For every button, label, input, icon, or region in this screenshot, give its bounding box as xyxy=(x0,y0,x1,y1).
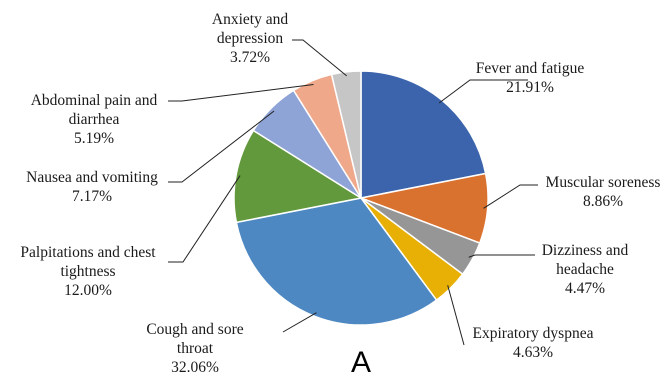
pie-slices xyxy=(233,70,489,326)
slice-label-line: Expiratory dyspnea xyxy=(473,325,594,342)
slice-labels: Fever and fatigue 21.91% Muscular soreness… xyxy=(20,11,660,376)
slice-value-label: 12.00% xyxy=(64,282,112,299)
slice-label-line: depression xyxy=(217,30,284,47)
slice-value-label: 21.91% xyxy=(506,79,554,96)
slice-label-line: Cough and sore xyxy=(146,321,243,338)
slice-value-label: 32.06% xyxy=(171,359,219,376)
slice-label: Expiratory dyspnea 4.63% xyxy=(473,325,594,361)
slice-value-label: 7.17% xyxy=(72,188,112,205)
slice-label-line: Fever and fatigue xyxy=(476,60,585,77)
slice-label-line: Nausea and vomiting xyxy=(26,169,158,186)
slice-value-label: 4.63% xyxy=(513,344,553,361)
slice-value-label: 5.19% xyxy=(74,130,114,147)
slice-label: Anxiety and depression 3.72% xyxy=(212,11,288,66)
leader-line xyxy=(468,254,535,258)
leader-line xyxy=(438,79,528,104)
pie-slice xyxy=(233,129,364,224)
leader-line xyxy=(282,312,317,333)
slice-label: Nausea and vomiting 7.17% xyxy=(26,169,158,205)
slice-value-label: 4.47% xyxy=(565,280,605,297)
leader-line xyxy=(292,39,347,77)
slice-label-line: Abdominal pain and xyxy=(31,92,158,109)
slice-label-line: throat xyxy=(177,340,214,357)
slice-label-line: Anxiety and xyxy=(212,11,288,28)
slice-value-label: 3.72% xyxy=(230,49,270,66)
leader-line xyxy=(483,184,538,209)
slice-label: Cough and sore throat 32.06% xyxy=(146,321,243,376)
slice-label: Dizziness and headache 4.47% xyxy=(542,242,629,297)
slice-label-line: Palpitations and chest xyxy=(20,244,156,261)
slice-label-line: Muscular soreness xyxy=(546,174,661,191)
slice-value-label: 8.86% xyxy=(583,193,623,210)
leader-line xyxy=(168,175,241,263)
slice-label-line: tightness xyxy=(60,263,115,280)
slice-label-line: diarrhea xyxy=(69,111,120,128)
pie-slice xyxy=(330,70,362,199)
slice-label: Fever and fatigue 21.91% xyxy=(476,60,585,96)
pie-slice xyxy=(360,70,487,199)
slice-label: Muscular soreness 8.86% xyxy=(546,174,661,210)
slice-label: Palpitations and chest tightness 12.00% xyxy=(20,244,156,299)
leader-line xyxy=(447,285,465,346)
leader-line xyxy=(168,110,275,183)
leader-line xyxy=(168,84,314,102)
slice-label-line: Dizziness and xyxy=(542,242,629,259)
pie-slice xyxy=(235,197,438,326)
panel-label: A xyxy=(351,346,371,377)
slice-label: Abdominal pain and diarrhea 5.19% xyxy=(31,92,158,147)
leader-lines xyxy=(168,39,538,346)
slice-label-line: headache xyxy=(556,261,614,278)
